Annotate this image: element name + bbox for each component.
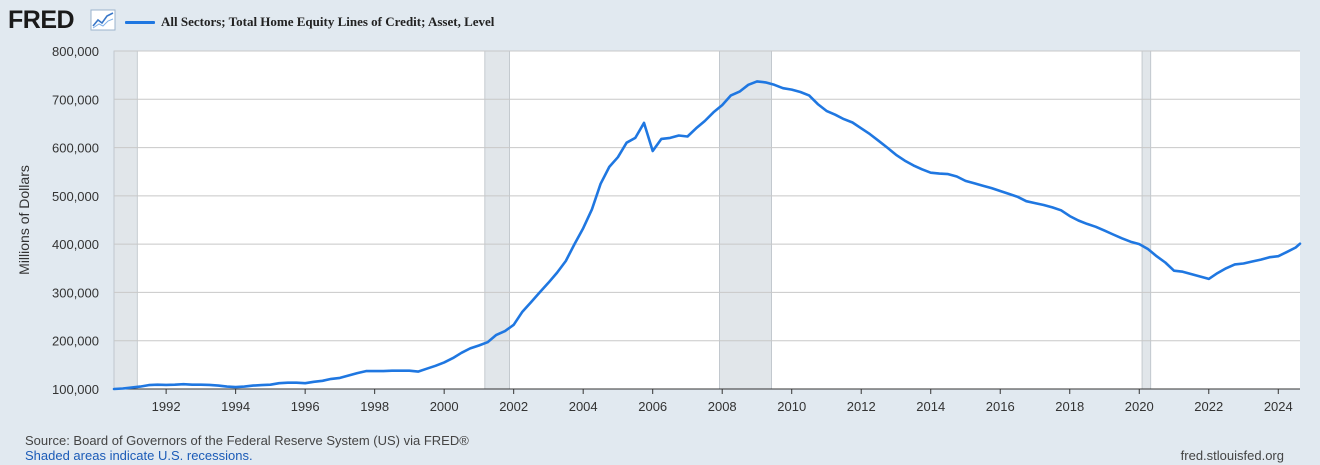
- y-axis-label: Millions of Dollars: [16, 165, 32, 275]
- y-tick-label: 500,000: [52, 189, 99, 204]
- y-tick-label: 300,000: [52, 285, 99, 300]
- recession-shade: [719, 50, 772, 390]
- y-tick-label: 100,000: [52, 382, 99, 397]
- recession-shade: [1141, 50, 1152, 390]
- x-tick-label: 1996: [291, 399, 320, 414]
- recession-shade: [484, 50, 510, 390]
- x-tick-label: 2004: [569, 399, 598, 414]
- x-tick-label: 1994: [221, 399, 250, 414]
- x-tick-label: 2002: [499, 399, 528, 414]
- y-tick-label: 200,000: [52, 334, 99, 349]
- legend-series-label[interactable]: All Sectors; Total Home Equity Lines of …: [161, 14, 495, 29]
- fred-logo[interactable]: FRED: [8, 6, 75, 34]
- y-tick-label: 700,000: [52, 92, 99, 107]
- recession-note-link[interactable]: Shaded areas indicate U.S. recessions.: [25, 448, 253, 463]
- x-tick-label: 2024: [1264, 399, 1293, 414]
- fred-url-link[interactable]: fred.stlouisfed.org: [1180, 448, 1284, 463]
- trend-line-icon: [90, 9, 116, 31]
- series-line[interactable]: [112, 80, 1302, 391]
- legend-swatch: [125, 21, 155, 24]
- line-chart: 100,000 200,000 300,000 400,000 500,000 600,0…: [16, 44, 1302, 414]
- y-tick-label: 600,000: [52, 141, 99, 156]
- x-tick-label: 2006: [638, 399, 667, 414]
- x-tick-label: 2000: [430, 399, 459, 414]
- plot-area: [114, 51, 1300, 389]
- y-tick-label: 800,000: [52, 44, 99, 59]
- x-tick-label: 2022: [1194, 399, 1223, 414]
- x-tick-label: 2012: [847, 399, 876, 414]
- source-text: Source: Board of Governors of the Federa…: [25, 433, 469, 448]
- chart-header: FRED All Sectors; Total Home Equity Line…: [8, 6, 908, 36]
- x-tick-label: 2014: [916, 399, 945, 414]
- x-tick-label: 1992: [152, 399, 181, 414]
- x-tick-label: 2018: [1055, 399, 1084, 414]
- x-tick-label: 1998: [360, 399, 389, 414]
- recession-shade: [113, 50, 138, 390]
- x-tick-label: 2008: [708, 399, 737, 414]
- x-tick-label: 2010: [777, 399, 806, 414]
- x-tick-label: 2016: [986, 399, 1015, 414]
- x-tick-label: 2020: [1125, 399, 1154, 414]
- y-tick-label: 400,000: [52, 237, 99, 252]
